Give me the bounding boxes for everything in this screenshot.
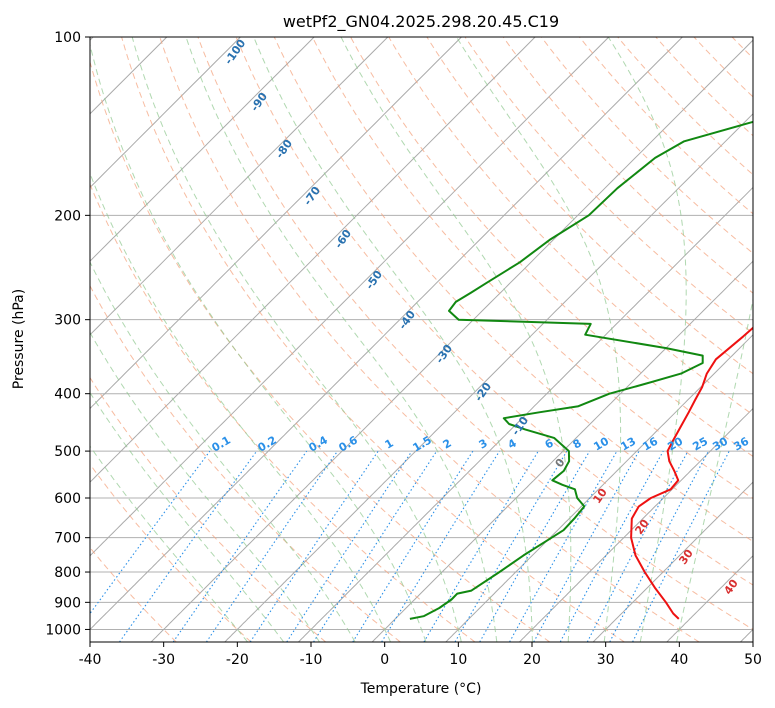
dry-adiabat-line xyxy=(90,60,551,642)
dry-adiabat-line xyxy=(235,37,753,586)
moist-adiabat-line xyxy=(90,172,392,642)
chart-title: wetPf2_GN04.2025.298.20.45.C19 xyxy=(283,12,559,32)
mixing-ratio-line xyxy=(533,450,640,642)
mixing-ratio-line xyxy=(172,450,308,642)
x-tick-label: 50 xyxy=(744,652,762,668)
mixing-ratio-line xyxy=(90,450,211,615)
isotherm-line xyxy=(150,39,753,642)
isotherm-line xyxy=(90,37,683,631)
x-tick-label: -10 xyxy=(300,652,323,668)
moist-adiabat-line xyxy=(90,260,356,642)
y-tick-label: 900 xyxy=(54,595,81,611)
y-axis-title: Pressure (hPa) xyxy=(11,289,27,389)
mixing-ratio-line xyxy=(286,450,413,642)
plot-frame xyxy=(89,36,754,643)
y-tick-label: 300 xyxy=(54,313,81,329)
mixing-ratio-line xyxy=(632,450,730,642)
moist-adiabat-line xyxy=(676,296,753,642)
mixing-ratio-line xyxy=(313,450,438,642)
moist-adiabat-line xyxy=(90,445,248,642)
y-tick-label: 400 xyxy=(54,387,81,403)
isotherm-line xyxy=(371,260,753,642)
isotherm-line xyxy=(90,37,610,557)
moist-adiabat-line xyxy=(90,331,320,642)
x-tick-label: -40 xyxy=(79,652,102,668)
dry-adiabat-line xyxy=(90,376,327,642)
dry-adiabat-line xyxy=(121,37,625,642)
y-axis: 100 200 300 400 500 600 700 800 900 1000 xyxy=(45,30,90,638)
isotherm-line xyxy=(445,334,753,642)
dry-adiabat-line xyxy=(197,37,753,630)
dry-adiabat-line xyxy=(159,37,700,642)
moist-adiabat-line xyxy=(607,37,687,642)
isotherm-line xyxy=(519,407,753,642)
series-line xyxy=(409,120,753,620)
x-tick-label: 40 xyxy=(670,652,688,668)
series-line xyxy=(630,326,753,620)
x-tick-label: 0 xyxy=(380,652,389,668)
profile-series xyxy=(409,120,753,620)
isotherm-line xyxy=(666,555,753,642)
isotherm-line xyxy=(592,481,753,642)
background-lines xyxy=(90,37,753,642)
y-tick-label: 700 xyxy=(54,531,81,547)
y-tick-label: 800 xyxy=(54,565,81,581)
mixing-ratio-line xyxy=(559,450,664,642)
y-tick-label: 200 xyxy=(54,208,81,224)
mixing-ratio-line xyxy=(205,450,338,642)
dry-adiabat-line xyxy=(502,37,753,294)
moist-adiabat-line xyxy=(90,42,427,642)
mixing-ratio-line xyxy=(509,450,618,642)
moist-adiabat-line xyxy=(90,391,285,642)
x-axis: -40 -30 -20 -10 0 10 20 30 40 50 xyxy=(79,642,762,668)
plot-area xyxy=(90,37,753,642)
y-tick-label: 600 xyxy=(54,491,81,507)
isotherm-line xyxy=(90,37,462,410)
mixing-ratio-line xyxy=(119,450,258,642)
mixing-ratio-line xyxy=(381,450,500,642)
y-tick-label: 1000 xyxy=(45,622,81,638)
moist-adiabat-line xyxy=(185,37,498,642)
x-tick-label: 10 xyxy=(449,652,467,668)
x-tick-label: -30 xyxy=(152,652,175,668)
y-tick-label: 100 xyxy=(54,30,81,46)
y-tick-label: 500 xyxy=(54,444,81,460)
mixing-ratio-line xyxy=(352,450,474,642)
isotherm-line xyxy=(298,186,753,642)
isotherm-line xyxy=(90,37,536,483)
dry-adiabat-line xyxy=(311,37,753,500)
mixing-ratio-line xyxy=(249,450,379,642)
x-tick-label: 30 xyxy=(597,652,615,668)
x-tick-label: 20 xyxy=(523,652,541,668)
x-tick-label: -20 xyxy=(226,652,249,668)
isotherm-line xyxy=(90,37,389,336)
isotherm-line xyxy=(224,113,753,642)
x-axis-title: Temperature (°C) xyxy=(360,681,482,697)
moist-adiabat-line xyxy=(253,37,533,642)
dry-adiabat-line xyxy=(90,463,252,642)
